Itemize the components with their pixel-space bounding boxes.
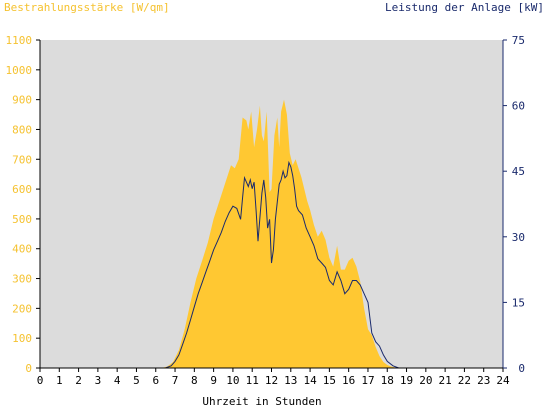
left-tick-label: 800	[12, 123, 32, 136]
x-tick-label: 2	[75, 374, 82, 387]
x-tick-label: 22	[458, 374, 471, 387]
x-tick-label: 7	[172, 374, 179, 387]
right-tick-label: 60	[512, 100, 525, 113]
x-tick-label: 23	[477, 374, 490, 387]
right-tick-label: 0	[518, 362, 525, 375]
right-tick-label: 15	[512, 296, 525, 309]
left-tick-label: 500	[12, 213, 32, 226]
x-tick-label: 11	[246, 374, 259, 387]
irradiance-area	[40, 99, 503, 368]
left-tick-label: 1100	[6, 34, 33, 47]
left-tick-label: 900	[12, 94, 32, 107]
x-tick-label: 24	[496, 374, 510, 387]
left-tick-label: 200	[12, 302, 32, 315]
left-tick-label: 700	[12, 153, 32, 166]
power-line	[40, 160, 503, 369]
x-tick-label: 16	[342, 374, 355, 387]
x-tick-label: 1	[56, 374, 63, 387]
left-tick-label: 0	[25, 362, 32, 375]
right-tick-label: 45	[512, 165, 525, 178]
x-tick-label: 20	[419, 374, 432, 387]
right-tick-label: 30	[512, 231, 525, 244]
left-tick-label: 300	[12, 273, 32, 286]
x-tick-label: 18	[381, 374, 394, 387]
x-tick-label: 5	[133, 374, 140, 387]
left-tick-label: 100	[12, 332, 32, 345]
x-tick-label: 6	[152, 374, 159, 387]
right-tick-label: 75	[512, 34, 525, 47]
x-axis-label: Uhrzeit in Stunden	[202, 395, 321, 408]
left-axis-title: Bestrahlungsstärke [W/qm]	[4, 1, 170, 14]
x-tick-label: 0	[37, 374, 44, 387]
right-axis-title: Leistung der Anlage [kW]	[385, 1, 544, 14]
left-tick-label: 1000	[6, 64, 33, 77]
x-tick-label: 9	[210, 374, 217, 387]
x-tick-label: 19	[400, 374, 413, 387]
x-tick-label: 15	[323, 374, 336, 387]
left-tick-label: 400	[12, 243, 32, 256]
x-tick-label: 21	[439, 374, 452, 387]
x-tick-label: 8	[191, 374, 198, 387]
x-tick-label: 4	[114, 374, 121, 387]
x-tick-label: 14	[303, 374, 317, 387]
x-tick-label: 3	[95, 374, 102, 387]
x-tick-label: 13	[284, 374, 297, 387]
x-tick-label: 10	[226, 374, 239, 387]
x-tick-label: 17	[361, 374, 374, 387]
left-tick-label: 600	[12, 183, 32, 196]
x-tick-label: 12	[265, 374, 278, 387]
